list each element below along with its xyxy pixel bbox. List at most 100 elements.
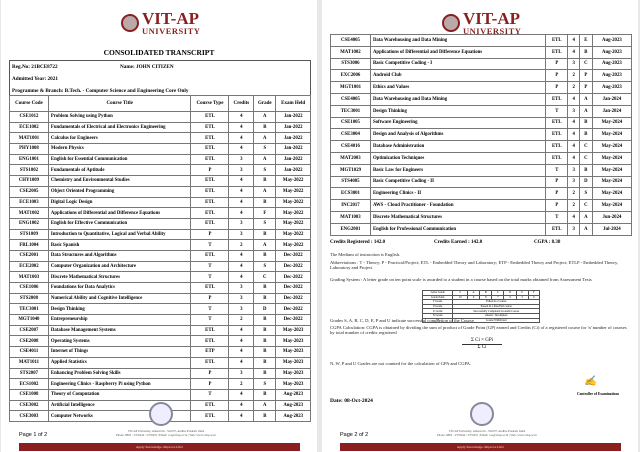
contact: Phone: 0863 - 2370444 / 2370455 | Email:… <box>116 432 216 437</box>
course-code: CSE3004 <box>330 128 371 142</box>
course-code: ECS1002 <box>9 378 49 390</box>
course-code: CSE4016 <box>330 140 371 153</box>
university-logo: VIT-AP UNIVERSITY <box>442 10 532 36</box>
course-type: P <box>545 69 569 83</box>
credits: 2 <box>567 199 580 212</box>
header-course-code: Course Code <box>9 95 49 112</box>
course-type: ETL <box>190 121 230 134</box>
credits: 3 <box>567 57 580 71</box>
exam-held: Jul-2024 <box>591 222 633 236</box>
credits: 4 <box>228 196 255 209</box>
course-code: CSE1005 <box>330 116 371 130</box>
exam-held: Aug-2023 <box>275 410 311 422</box>
course-code: CSE2001 <box>9 249 49 262</box>
table-row: ENG1001 English for Essential Communicati… <box>9 153 311 166</box>
course-code: MGT1001 <box>330 81 371 94</box>
table-row: CSE3002 Artificial Intelligence ETL 4 A Aug-2… <box>9 399 311 412</box>
cgpa-calculation: CGPA Calculation: CGPA is obtained by di… <box>330 325 627 336</box>
exam-held: Jan-2024 <box>591 92 633 106</box>
course-title: Modern Physics <box>47 143 192 155</box>
credits: 3 <box>228 282 255 294</box>
course-type: T <box>190 314 230 326</box>
course-type: P <box>190 367 230 380</box>
course-type: ETL <box>190 335 230 348</box>
course-title: Discrete Mathematical Structures <box>47 271 192 283</box>
course-type: P <box>190 292 230 305</box>
table-row: MGT1040 Entrepreneurship T 2 B Dec-2022 <box>9 314 311 326</box>
course-type: P <box>545 57 569 71</box>
not-counted-note: N, W, P and U Grades are not counted for… <box>330 361 472 366</box>
grade: A <box>253 132 277 145</box>
course-code: ECS3001 <box>330 187 371 201</box>
course-code: MAT1001 <box>9 132 49 145</box>
university-seal <box>470 402 494 426</box>
course-title: Data Warehousing and Data Mining <box>369 92 547 106</box>
reg-no: Reg.No: 21BCE8722 <box>12 64 58 70</box>
course-code: MGT1029 <box>330 163 371 177</box>
course-table-page-2: CSE4005 Data Warehousing and Data Mining E… <box>330 34 633 236</box>
grade: B <box>253 324 277 337</box>
course-type: T <box>545 210 569 224</box>
exam-held: May-2024 <box>591 140 633 153</box>
grade: S <box>253 260 277 273</box>
exam-held: Dec-2022 <box>275 303 311 316</box>
exam-held: Jan-2022 <box>275 164 311 177</box>
grade: S <box>253 378 277 390</box>
course-code: EXC2006 <box>330 69 371 83</box>
course-type: ETL <box>545 92 569 106</box>
course-table-page-1: Course Code Course Title Course Type Credit… <box>9 95 311 422</box>
footer-band: Apply Knowledge. Improve Life! <box>340 443 621 451</box>
exam-held: Aug-2023 <box>275 399 311 412</box>
table-row: STS4005 Basic Competitive Coding - II P 3 D M… <box>330 175 633 189</box>
course-title: Design Thinking <box>47 303 192 316</box>
exam-held: May-2023 <box>275 335 311 348</box>
course-title: Database Management Systems <box>47 324 192 337</box>
course-code: STS1002 <box>9 164 49 177</box>
course-type: ETL <box>190 111 230 123</box>
course-type: ETL <box>545 128 569 142</box>
completion-note: Grades S, A, B, C, D, E, P and U indicat… <box>330 318 474 323</box>
course-type: T <box>190 303 230 316</box>
grade: B <box>253 314 277 326</box>
exam-held: May-2024 <box>591 151 633 165</box>
grade: B <box>253 121 277 134</box>
grade: B <box>253 410 277 422</box>
table-row: MAT1002 Applications of Differential and … <box>330 45 633 59</box>
course-code: ECE2002 <box>9 260 49 273</box>
grade: A <box>253 111 277 123</box>
course-title: Android Club <box>369 69 547 83</box>
grade: A <box>253 399 277 412</box>
course-code: MAT1003 <box>330 210 371 224</box>
table-row: MGT1001 Ethics and Values P 2 P Aug-2023 <box>330 81 633 94</box>
exam-held: May-2023 <box>275 356 311 369</box>
credits: 2 <box>228 239 255 251</box>
grade: C <box>578 140 593 153</box>
credits: 4 <box>567 151 580 165</box>
header-row: Course Code Course Title Course Type Credit… <box>9 95 311 112</box>
issue-date: Date: 08-Oct-2024 <box>330 398 373 404</box>
grade: A <box>578 222 593 236</box>
exam-held: Jun-2024 <box>591 210 633 224</box>
emblem-icon <box>121 14 139 32</box>
exam-held: May-2024 <box>591 175 633 189</box>
grade-table: Letter Grade S A B C D E F Grade Point 10 9 8 7 6 5 0 F … <box>421 290 541 324</box>
table-row: CHY1009 Chemistry and Environmental Studi… <box>9 175 311 187</box>
course-title: Design Thinking <box>369 104 547 118</box>
course-type: ETL <box>545 116 569 130</box>
credits: 2 <box>228 314 255 326</box>
credits: 4 <box>228 324 255 337</box>
course-type: ETL <box>190 175 230 187</box>
course-code: MAT1002 <box>9 207 49 219</box>
grade: B <box>253 228 277 241</box>
course-title: English for Essential Communication <box>47 153 192 166</box>
grade-row: W Course Withdrawn <box>421 317 540 324</box>
course-code: STS2007 <box>9 367 49 380</box>
course-code: CSE4005 <box>330 34 371 47</box>
emblem-icon <box>442 14 460 32</box>
exam-held: May-2023 <box>275 367 311 380</box>
credits: 2 <box>228 378 255 390</box>
course-type: P <box>545 81 569 94</box>
footer-band: Apply Knowledge. Improve Life! <box>19 443 300 451</box>
table-row: CSE3003 Computer Networks ETL 4 B Aug-2023 <box>9 410 311 422</box>
course-title: Foundations for Data Analytics <box>47 282 192 294</box>
